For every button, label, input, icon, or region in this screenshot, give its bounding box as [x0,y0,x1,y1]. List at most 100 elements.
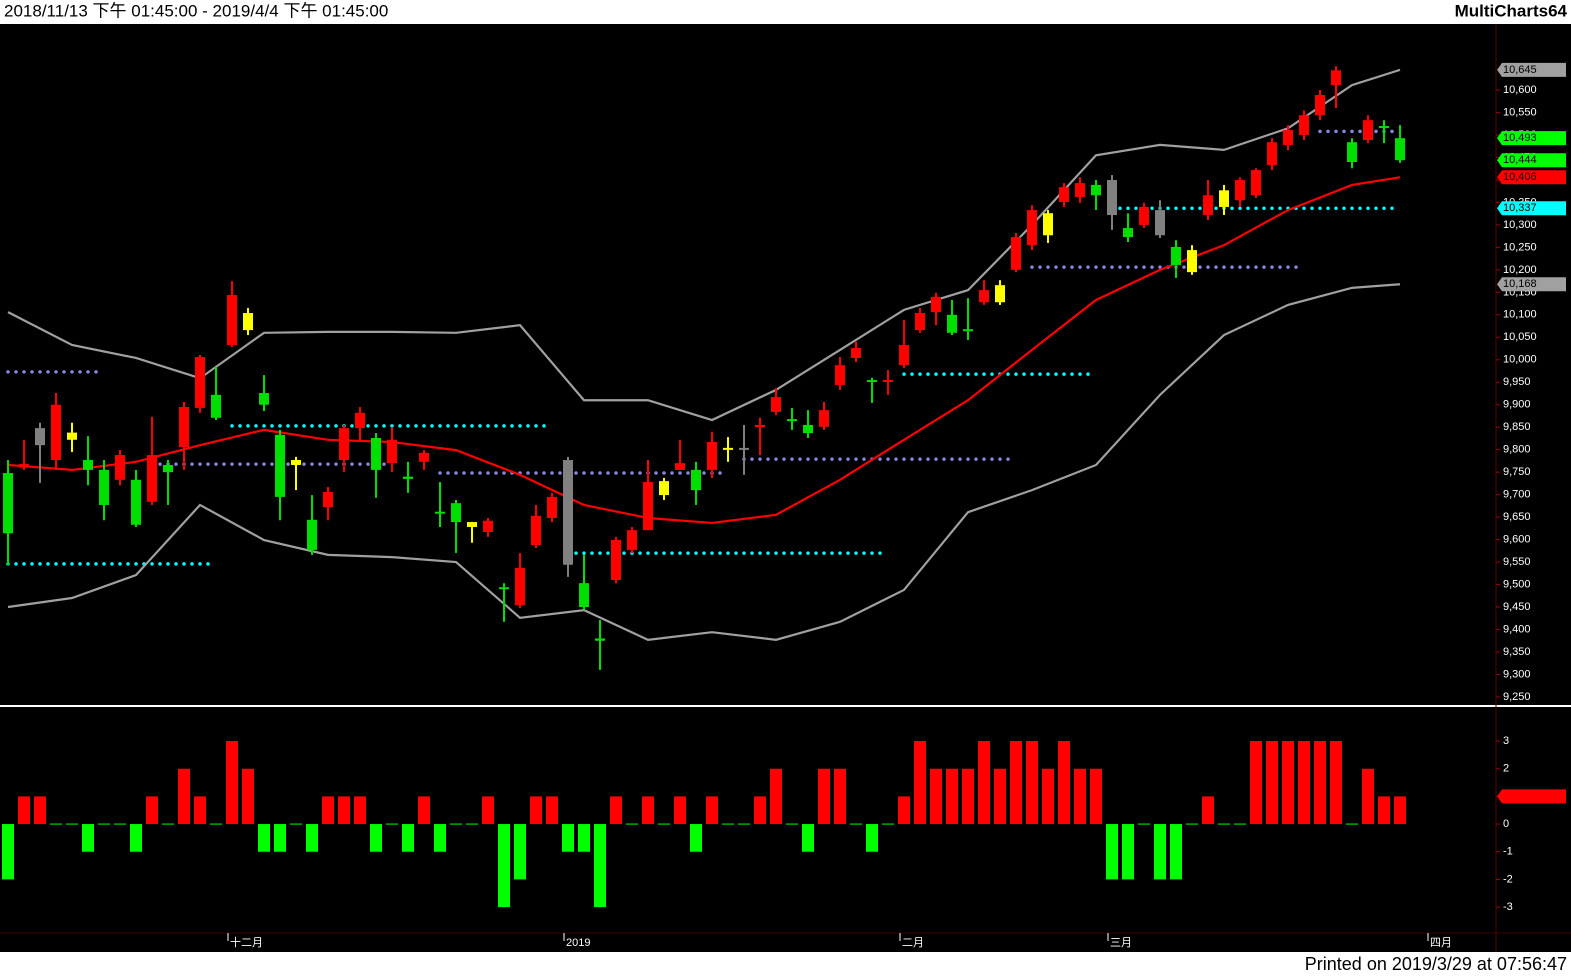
x-tick-label: 三月 [1110,937,1132,949]
x-tick-label: 四月 [1430,937,1452,949]
bar [930,768,942,825]
y-tick-label: 9,700 [1503,489,1531,501]
bar [754,796,766,825]
y-tick-label: 9,950 [1503,376,1531,388]
bar [434,824,446,852]
candle-body [547,496,557,519]
y-tick-label: 10,300 [1503,219,1537,231]
y-tick-label: 9,500 [1503,578,1531,590]
candle-body [355,412,365,429]
candle-body [595,638,605,641]
y-tick-label: 9,550 [1503,556,1531,568]
x-tick-label: 十二月 [230,935,263,949]
price-marker [1497,62,1566,77]
footer-bar [0,952,1571,977]
y-tick-label: 9,250 [1503,691,1531,703]
bar [1010,741,1022,825]
candle-body [451,503,461,523]
bar [978,741,990,825]
y-tick-label: 9,750 [1503,466,1531,478]
bar [1394,796,1406,825]
bar [1298,741,1310,825]
candle-body [1059,187,1069,203]
bar [514,824,526,880]
bar [594,824,606,908]
candle-body [1139,206,1149,225]
bar [1106,824,1118,880]
bar [418,796,430,825]
price-marker-label: 10,168 [1503,278,1537,290]
y-tick-label: 10,100 [1503,309,1537,321]
candle-body [1395,138,1405,161]
candle-body [419,452,429,462]
bar [82,824,94,852]
indicator-line [7,283,1401,641]
bar [1202,796,1214,825]
y-tick-label: 9,900 [1503,399,1531,411]
app-name: MultiCharts64 [1455,1,1568,20]
candle-body [1091,184,1101,196]
candle-body [35,428,45,446]
candle-body [1363,120,1373,140]
y-tick-label: 10,550 [1503,106,1537,118]
bar [354,796,366,825]
bar [130,824,142,852]
date-range: 2018/11/13 下午 01:45:00 - 2019/4/4 下午 01:… [4,1,388,20]
candle-body [995,285,1005,303]
price-marker [1497,153,1566,168]
candle-body [67,432,77,440]
candle-body [499,587,509,590]
y-tick-label: 9,350 [1503,646,1531,658]
y-tick-label: -1 [1503,846,1513,858]
bar [1362,768,1374,825]
candle-body [883,380,893,383]
candle-body [515,567,525,606]
price-marker-label: 10,337 [1503,202,1537,214]
y-tick-label: -3 [1503,901,1513,913]
candle-body [323,491,333,508]
y-tick-label: 3 [1503,735,1509,747]
y-tick-label: 2 [1503,763,1509,775]
bar [1378,796,1390,825]
candle-body [19,464,29,468]
bar [1266,741,1278,825]
bar [18,796,30,825]
candle-body [659,481,669,496]
bar [1154,824,1166,880]
candle-body [611,540,621,581]
candle-body [83,460,93,470]
candle-body [1347,142,1357,162]
candle-body [307,519,317,550]
price-marker-label: 10,493 [1503,132,1537,144]
candle-body [1379,126,1389,129]
bar [898,796,910,825]
candle-body [1027,210,1037,246]
candle-body [979,290,989,303]
bar [482,796,494,825]
bar [834,768,846,825]
candle-body [1171,246,1181,265]
price-marker [1497,131,1566,146]
candle-body [915,313,925,331]
bar [1314,741,1326,825]
candle-body [1251,170,1261,196]
y-tick-label: 9,850 [1503,421,1531,433]
bar [306,824,318,852]
candle-body [1235,179,1245,201]
y-tick-label: 10,050 [1503,331,1537,343]
bar [194,796,206,825]
bar [322,796,334,825]
bar [1058,741,1070,825]
bar [530,796,542,825]
bar [578,824,590,852]
candle-body [531,515,541,545]
bar [642,796,654,825]
candle-body [1267,142,1277,166]
candle-body [1203,195,1213,216]
candle-body [579,583,589,608]
indicator-line [7,176,1401,525]
candle-body [227,295,237,345]
x-tick-label: 2019 [566,937,590,949]
candle-body [275,434,285,497]
